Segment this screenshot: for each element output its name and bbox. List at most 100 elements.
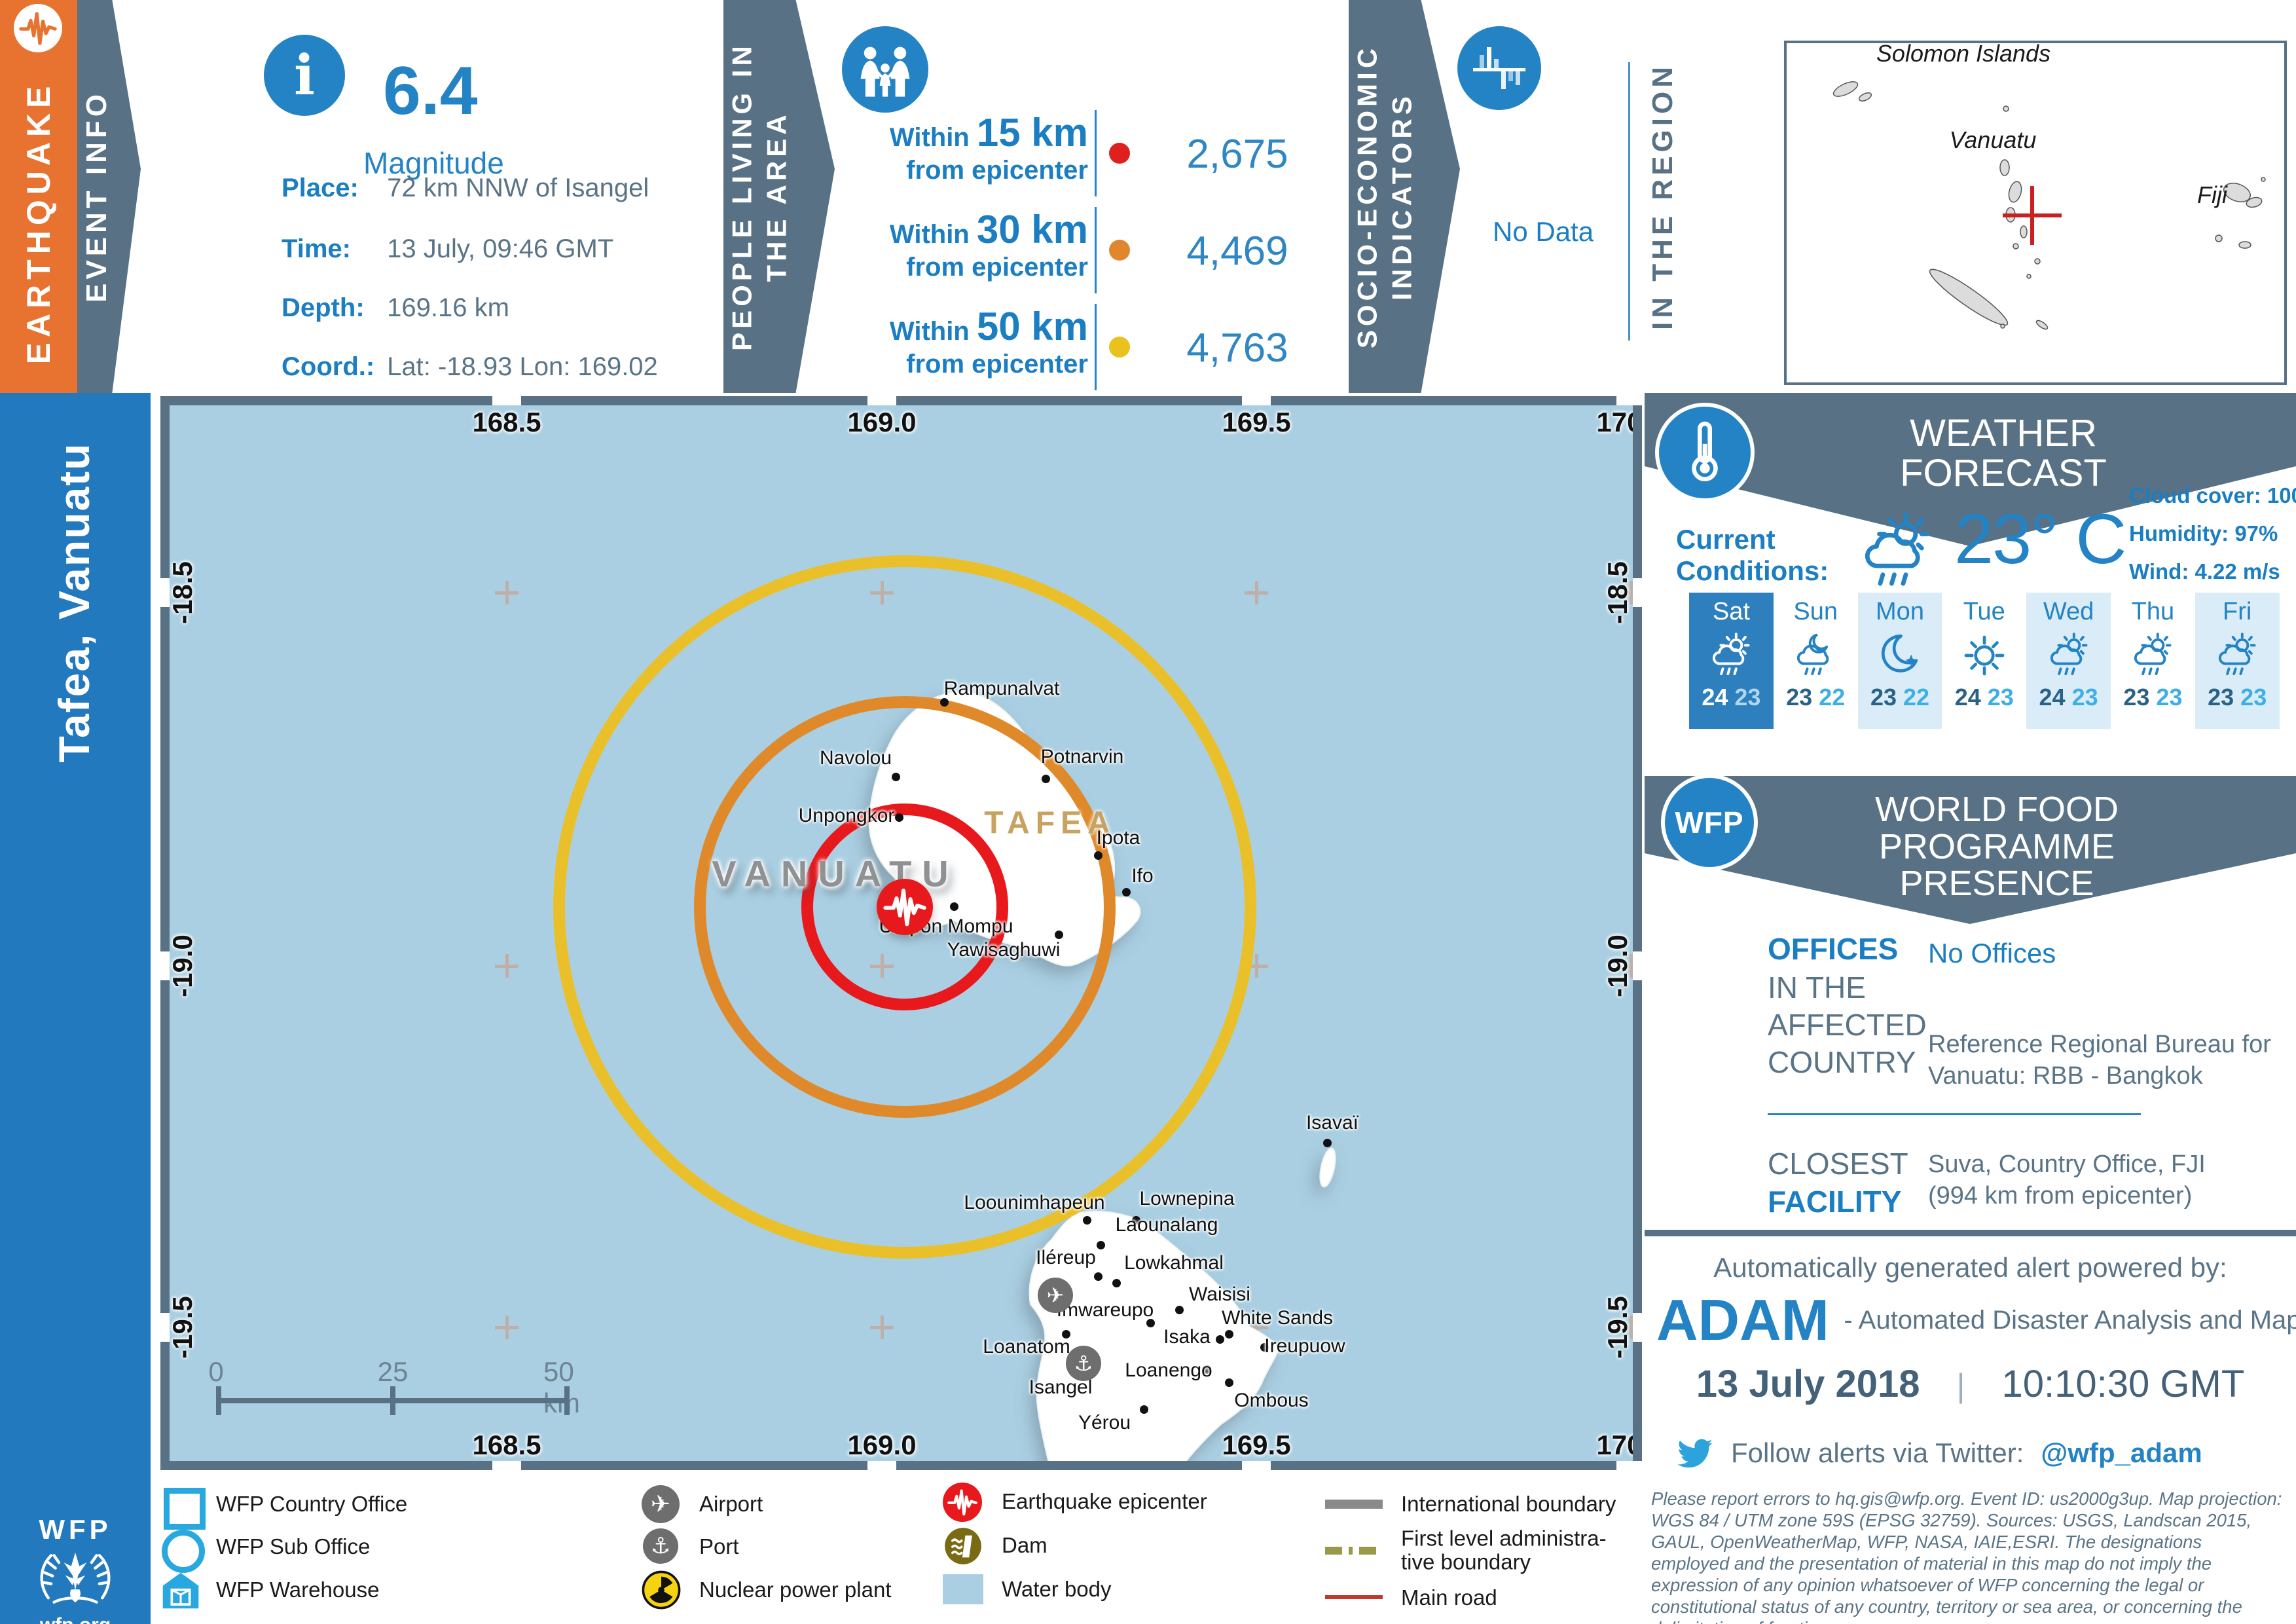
people-row: Within 50 km from epicenter 4,763 [845, 304, 1342, 396]
people-divider [1095, 304, 1097, 390]
rbb-value: Reference Regional Bureau for Vanuatu: R… [1928, 1031, 2271, 1090]
weather-sun-rain-icon [2127, 630, 2178, 681]
legend-label: Main road [1401, 1585, 1497, 1610]
axis-tick [1633, 951, 1642, 980]
forecast-day-thu: Thu 23 23 [2111, 593, 2195, 729]
socio-status: No Data [1493, 216, 1594, 247]
town-dot [1322, 1138, 1332, 1147]
legend-label: WFP Warehouse [216, 1577, 380, 1602]
thermometer-icon [1655, 403, 1755, 502]
event-row-value: 72 km NNW of Isangel [387, 174, 649, 202]
town-dot [1054, 930, 1063, 939]
event-row-value: Lat: -18.93 Lon: 169.02 [387, 352, 658, 381]
people-distance-label: Within 30 km from epicenter [889, 208, 1088, 282]
event-row-coord: Coord.: Lat: -18.93 Lon: 169.02 [282, 352, 658, 382]
axis-label-lon: 169.5 [1222, 1430, 1291, 1460]
island-aniwa [1319, 1147, 1336, 1188]
forecast-temps: 23 23 [2208, 684, 2267, 710]
people-count-value: 4,763 [1186, 325, 1288, 371]
town-label: Loanengo [1125, 1359, 1212, 1381]
weather-title: WEATHER FORECAST [1900, 412, 2107, 494]
graticule-cross [495, 581, 519, 604]
main-map[interactable]: VANUATU TAFEA 0 25 50 km RampunalvatNavo… [160, 396, 1642, 1470]
axis-label-lon: 168.5 [472, 407, 541, 437]
legend-label: Port [699, 1534, 739, 1559]
town-dot [1224, 1329, 1233, 1338]
weather-sun-rain-icon [2043, 630, 2094, 681]
graticule-cross [1619, 581, 1642, 604]
town-label: Iléreup [1036, 1247, 1096, 1268]
people-row: Within 30 km from epicenter 4,469 [845, 207, 1342, 299]
axis-tick [1633, 578, 1642, 607]
graticule-cross [1619, 1316, 1642, 1339]
town-dot [1112, 1278, 1121, 1287]
axis-tick [160, 1313, 170, 1342]
scale-label-50: 50 km [543, 1356, 580, 1418]
town-label: Ireupuow [1264, 1335, 1345, 1357]
people-section-title: PEOPLE LIVING IN THE AREA [726, 42, 792, 351]
region-label-solomon: Solomon Islands [1876, 40, 2051, 67]
graticule-cross [870, 1316, 894, 1339]
town-dot [1061, 1329, 1070, 1338]
island-tanna [1029, 1210, 1279, 1470]
town-label: Lowkahmal [1124, 1252, 1224, 1274]
town-dot [891, 772, 900, 781]
town-label: Ipota [1096, 827, 1140, 849]
graticule-cross [1245, 1316, 1268, 1339]
axis-label-lat: -18.5 [1602, 561, 1633, 624]
map-scale-bar: 0 25 50 km [208, 1356, 622, 1437]
closest-facility-value: Suva, Country Office, FJI (994 km from e… [1928, 1151, 2206, 1209]
wfp-wreath-icon [33, 1547, 118, 1611]
people-distance-label: Within 50 km from epicenter [889, 304, 1088, 378]
event-row-label: Depth: [282, 293, 365, 322]
axis-tick [1633, 1313, 1642, 1342]
axis-tick [492, 396, 521, 405]
wfp-warehouse-icon [162, 1572, 199, 1609]
town-label: Ombous [1234, 1390, 1309, 1411]
forecast-day-label: Sat [1712, 598, 1750, 625]
facility-label: FACILITY [1768, 1185, 1902, 1219]
town-label: White Sands [1221, 1307, 1334, 1329]
earthquake-epicenter-legend-icon [943, 1483, 982, 1522]
legend-label: Nuclear power plant [699, 1577, 892, 1602]
map-border-top [160, 396, 1642, 405]
town-label: Loounimhapeun [964, 1192, 1105, 1213]
people-dot [1109, 337, 1130, 358]
map-border-right [1633, 396, 1642, 1470]
legend-label: International boundary [1401, 1491, 1616, 1516]
event-row-value: 13 July, 09:46 GMT [387, 234, 614, 263]
town-dot [894, 813, 903, 822]
port-map-icon: ⚓ [1066, 1346, 1101, 1381]
presence-title: WORLD FOOD PROGRAMME PRESENCE [1875, 790, 2119, 904]
no-offices-value: No Offices [1928, 938, 2056, 969]
forecast-day-label: Sun [1793, 598, 1838, 625]
town-label: Lownepina [1139, 1188, 1235, 1209]
wfp-emblem: WFP wfp.org [33, 1514, 118, 1624]
axis-label-lon: 169.0 [847, 1430, 917, 1460]
town-dot [1041, 774, 1050, 783]
location-sidebar: Tafea, Vanuatu WFP wfp.org [0, 393, 151, 1624]
forecast-day-tue: Tue 24 23 [1942, 593, 2026, 729]
forecast-row: Sat 24 23 Sun 23 22 Mon 23 22 Tue 24 23 Wed 24 23 Thu 23… [1689, 593, 2280, 729]
graticule-cross [1245, 954, 1268, 978]
region-section-title: IN THE REGION [1647, 62, 1679, 331]
dam-icon [945, 1528, 981, 1564]
port-icon: ⚓ [643, 1528, 678, 1564]
graticule-cross [495, 954, 519, 978]
weather-moon-rain-icon [1790, 630, 1841, 681]
axis-label-lat: -19.5 [1602, 1296, 1633, 1359]
twitter-handle[interactable]: @wfp_adam [2041, 1437, 2202, 1468]
town-dot [1202, 1365, 1211, 1374]
town-dot [1093, 1272, 1102, 1281]
people-distance-label: Within 15 km from epicenter [889, 111, 1088, 185]
wfp-sub-office-icon [162, 1530, 205, 1573]
town-dot [1121, 887, 1131, 896]
earthquake-epicenter-icon [877, 879, 933, 935]
event-row-label: Time: [282, 234, 351, 263]
main-road-swatch [1325, 1595, 1383, 1599]
map-border-bottom [160, 1461, 1642, 1470]
town-label: Rampunalvat [943, 678, 1060, 699]
admin-boundary-swatch [1325, 1547, 1383, 1555]
presence-divider [1768, 1113, 2141, 1115]
region-epicenter-crosshair [2003, 186, 2062, 245]
